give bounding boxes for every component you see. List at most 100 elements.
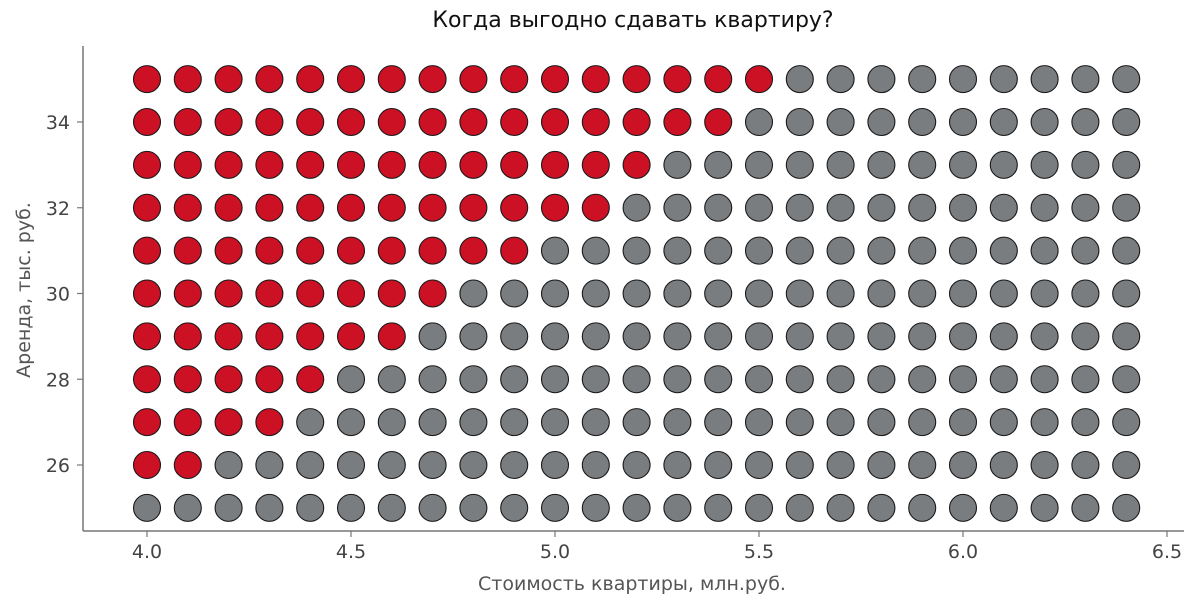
scatter-points [132,65,1141,522]
point-not-profitable [663,150,692,179]
point-not-profitable [622,279,651,308]
point-not-profitable [377,408,406,437]
point-not-profitable [948,279,978,308]
point-profitable [336,193,366,222]
point-profitable [173,236,202,265]
chart-title: Когда выгодно сдавать квартиру? [432,8,834,33]
point-not-profitable [908,150,937,179]
point-not-profitable [744,365,774,394]
point-not-profitable [867,322,896,351]
point-not-profitable [785,365,814,394]
point-profitable [132,322,162,351]
point-not-profitable [540,408,570,437]
point-profitable [214,193,243,222]
point-not-profitable [1030,493,1059,522]
point-not-profitable [500,493,529,522]
point-not-profitable [622,322,651,351]
point-not-profitable [826,193,855,222]
point-not-profitable [826,408,855,437]
point-not-profitable [1071,365,1100,394]
point-not-profitable [459,322,488,351]
point-not-profitable [1030,65,1059,94]
point-not-profitable [785,322,814,351]
point-not-profitable [1112,408,1141,437]
point-not-profitable [704,408,733,437]
point-not-profitable [418,493,447,522]
point-profitable [500,236,529,265]
point-not-profitable [826,322,855,351]
point-profitable [540,150,570,179]
point-not-profitable [785,107,814,137]
point-profitable [459,65,488,94]
y-tick-label: 32 [46,198,70,220]
point-profitable [255,408,284,437]
point-not-profitable [1030,408,1059,437]
point-not-profitable [1112,107,1141,137]
point-not-profitable [296,408,325,437]
point-not-profitable [704,322,733,351]
point-not-profitable [255,450,284,480]
point-not-profitable [908,322,937,351]
x-tick-label: 6.5 [1152,541,1182,563]
point-profitable [500,150,529,179]
point-not-profitable [948,107,978,137]
point-not-profitable [867,150,896,179]
point-profitable [255,279,284,308]
point-not-profitable [989,450,1018,480]
point-profitable [581,107,610,137]
point-not-profitable [581,408,610,437]
point-not-profitable [663,322,692,351]
point-not-profitable [663,450,692,480]
point-not-profitable [418,322,447,351]
point-not-profitable [948,493,978,522]
point-profitable [500,65,529,94]
point-profitable [132,150,162,179]
point-not-profitable [622,493,651,522]
point-not-profitable [948,408,978,437]
point-profitable [132,236,162,265]
point-not-profitable [1071,493,1100,522]
point-not-profitable [989,493,1018,522]
point-not-profitable [459,493,488,522]
point-profitable [173,322,202,351]
point-not-profitable [704,450,733,480]
point-not-profitable [867,493,896,522]
point-profitable [214,107,243,137]
point-profitable [418,65,447,94]
y-tick-label: 26 [46,455,70,477]
point-profitable [459,236,488,265]
point-profitable [296,107,325,137]
point-not-profitable [908,365,937,394]
point-not-profitable [336,408,366,437]
x-tick-label: 4.0 [132,541,162,563]
point-not-profitable [704,279,733,308]
point-profitable [704,107,733,137]
point-not-profitable [377,365,406,394]
point-not-profitable [1030,150,1059,179]
point-profitable [418,107,447,137]
point-not-profitable [867,236,896,265]
point-profitable [214,236,243,265]
point-profitable [214,279,243,308]
point-not-profitable [500,408,529,437]
point-profitable [132,193,162,222]
point-not-profitable [908,193,937,222]
point-not-profitable [581,365,610,394]
point-not-profitable [1030,236,1059,265]
point-profitable [540,193,570,222]
point-not-profitable [908,408,937,437]
point-not-profitable [214,450,243,480]
point-profitable [336,107,366,137]
point-not-profitable [1112,193,1141,222]
point-not-profitable [622,450,651,480]
point-profitable [418,236,447,265]
point-profitable [255,193,284,222]
point-profitable [255,365,284,394]
point-not-profitable [1030,365,1059,394]
point-not-profitable [826,493,855,522]
point-not-profitable [1030,322,1059,351]
point-not-profitable [1112,236,1141,265]
point-not-profitable [989,150,1018,179]
point-not-profitable [418,365,447,394]
